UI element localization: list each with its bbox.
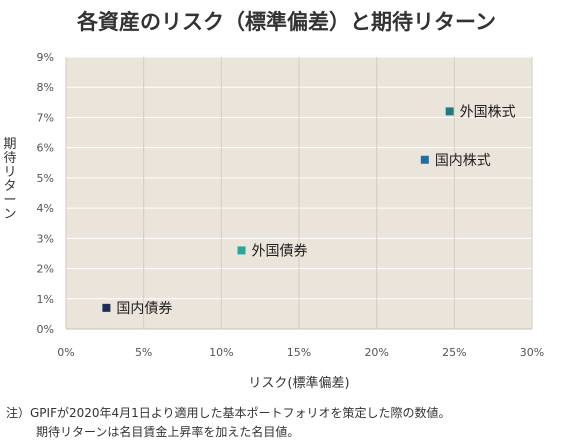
footnote-line-1: 注）GPIFが2020年4月1日より適用した基本ポートフォリオを策定した際の数値… (6, 406, 451, 420)
grid-lines (65, 56, 533, 330)
data-point-marker (420, 155, 429, 164)
footnote: 注）GPIFが2020年4月1日より適用した基本ポートフォリオを策定した際の数値… (6, 404, 451, 442)
y-tick-label: 9% (37, 51, 54, 64)
data-point-marker (445, 107, 454, 116)
data-points: 国内債券 外国債券 国内株式 外国株式 (102, 104, 516, 317)
y-axis-ticks: 0% 1% 2% 3% 4% 5% 6% 7% 8% 9% (37, 51, 54, 336)
x-axis-label: リスク(標準偏差) (248, 376, 350, 391)
y-tick-label: 4% (37, 202, 54, 215)
data-point-label: 国内債券 (116, 301, 172, 317)
y-tick-label: 8% (37, 81, 54, 94)
x-tick-label: 30% (520, 346, 544, 359)
y-tick-label: 3% (37, 232, 54, 245)
x-tick-label: 20% (364, 346, 388, 359)
x-tick-label: 0% (57, 346, 74, 359)
x-tick-label: 25% (442, 346, 466, 359)
y-tick-label: 1% (37, 293, 54, 306)
x-tick-label: 10% (209, 346, 233, 359)
y-tick-label: 5% (37, 172, 54, 185)
y-tick-label: 0% (37, 323, 54, 336)
data-point-label: 外国債券 (252, 243, 308, 259)
y-axis-label: 期待リターン (3, 137, 17, 222)
y-tick-label: 6% (37, 142, 54, 155)
y-tick-label: 2% (37, 263, 54, 276)
x-tick-label: 5% (135, 346, 152, 359)
data-point-label: 外国株式 (460, 104, 516, 120)
x-axis-ticks: 0% 5% 10% 15% 20% 25% 30% (57, 346, 544, 359)
chart-title: 各資産のリスク（標準偏差）と期待リターン (77, 10, 496, 34)
data-point-marker (237, 246, 246, 255)
x-tick-label: 15% (287, 346, 311, 359)
data-point-label: 国内株式 (435, 153, 491, 169)
data-point-marker (102, 303, 111, 312)
y-tick-label: 7% (37, 111, 54, 124)
footnote-line-2: 期待リターンは名目賃金上昇率を加えた名目値。 (36, 425, 300, 439)
